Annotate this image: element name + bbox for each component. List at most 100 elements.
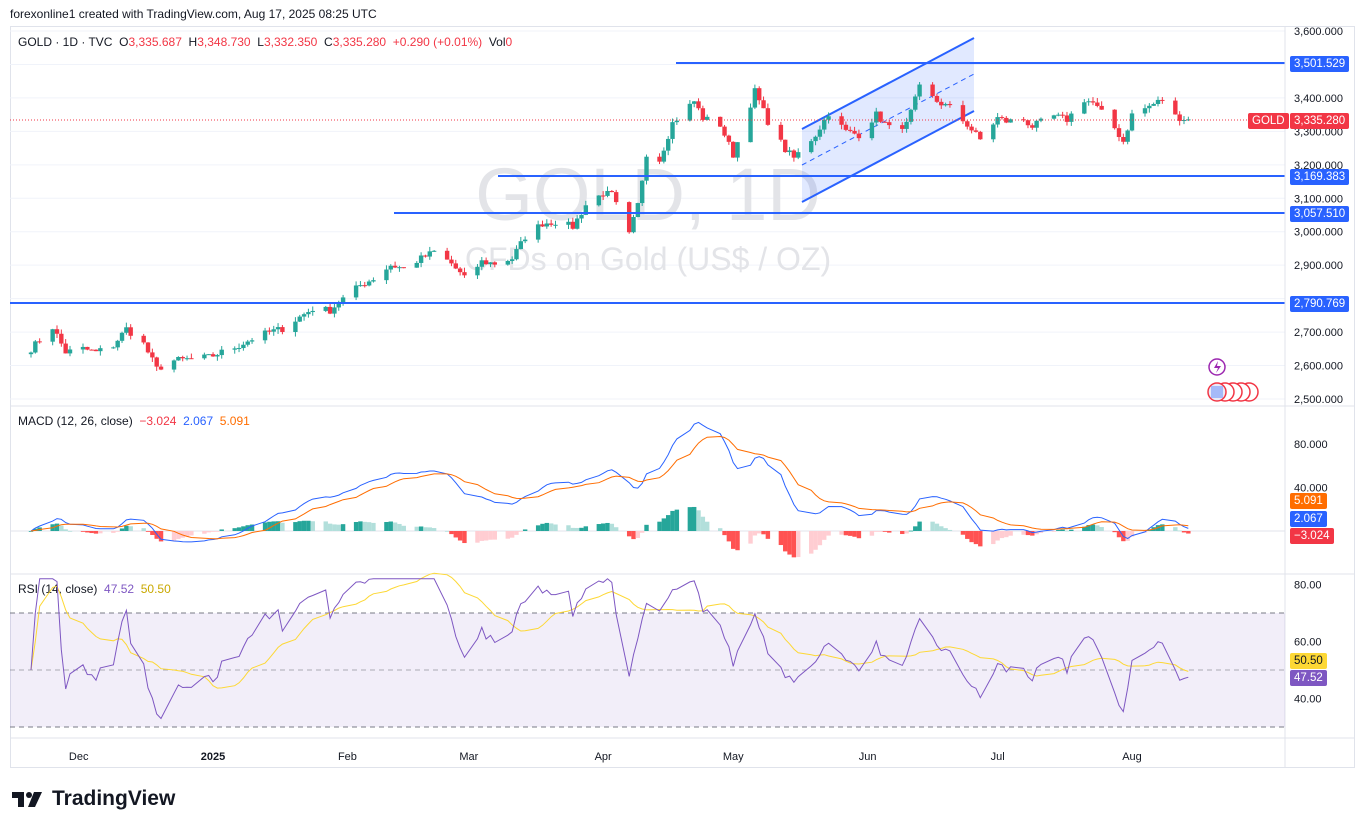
tradingview-logo[interactable]: TradingView (12, 787, 175, 811)
candle-body (1086, 101, 1091, 103)
candle-body (583, 205, 589, 215)
macd-hist-bar (579, 527, 584, 531)
macd-hist-bar (813, 531, 818, 550)
candle-body (453, 263, 458, 269)
macd-hist-bar (1034, 531, 1039, 535)
candle-body (115, 340, 120, 348)
time-tick-label: Feb (338, 751, 357, 763)
event-icons[interactable] (1207, 358, 1259, 402)
ascending-channel[interactable] (801, 37, 975, 203)
candle-body (1051, 115, 1057, 119)
macd-hist-bar (236, 527, 242, 531)
channel-fill (802, 38, 974, 202)
channel-upper-line (801, 37, 975, 130)
macd-hist-bar (293, 522, 298, 531)
candle-body (635, 203, 641, 218)
macd-hist-bar (822, 531, 827, 540)
candle-body (535, 224, 541, 240)
macd-hist-bar (332, 524, 337, 531)
candle-body (301, 314, 307, 317)
candle-body (1034, 120, 1039, 128)
candle-body (184, 358, 190, 360)
candle-body (1069, 113, 1074, 122)
candle-body (913, 96, 918, 110)
macd-hist-bar (241, 526, 246, 531)
macd-hist-bar (943, 528, 948, 531)
chart-frame (10, 26, 1355, 768)
price-tick-label: 2,700.000 (1294, 327, 1343, 339)
candle-body (596, 195, 602, 206)
macd-hist-bar (150, 531, 155, 535)
candle-body (93, 349, 99, 352)
candle-body (691, 101, 697, 104)
macd-hist-bar (548, 523, 554, 531)
macd-hist-bar (518, 531, 524, 532)
level-tag-3501[interactable]: 3,501.529 (1290, 56, 1350, 72)
candle-body (574, 218, 580, 229)
level-tag-3169[interactable]: 3,169.383 (1290, 169, 1350, 185)
macd-hist-bar (566, 525, 571, 531)
symbol-label[interactable]: GOLD · 1D · TVC (18, 35, 113, 49)
price-tick-label: 2,900.000 (1294, 260, 1343, 272)
level-tag-2790[interactable]: 2,790.769 (1290, 296, 1350, 312)
macd-hist-bar (657, 521, 662, 531)
candlestick-series (28, 82, 1191, 373)
macd-hist-bar (483, 531, 489, 541)
macd-hist-bar (397, 523, 402, 531)
macd-legend[interactable]: MACD (12, 26, close) −3.024 2.067 5.091 (18, 414, 250, 428)
candle-body (765, 108, 771, 125)
macd-hist-bar (839, 531, 844, 535)
macd-legend-title: MACD (12, 26, close) (18, 414, 133, 428)
candle-body (488, 262, 493, 265)
macd-hist-bar (1004, 531, 1009, 538)
macd-hist-bar (934, 523, 940, 531)
candle-body (509, 259, 515, 261)
macd-hist-bar (505, 531, 511, 539)
candle-body (544, 223, 550, 227)
macd-hist-bar (362, 521, 367, 531)
candle-body (826, 116, 831, 120)
macd-hist-bar (1173, 527, 1178, 531)
macd-hist-bar (392, 522, 398, 531)
macd-hist-bar (85, 531, 90, 533)
macd-hist-bar (735, 531, 740, 551)
level-tag-3057[interactable]: 3,057.510 (1290, 206, 1350, 222)
candle-body (1142, 108, 1148, 114)
macd-hist-bar (358, 521, 363, 531)
candle-body (215, 355, 220, 357)
macd-panel (10, 421, 1285, 558)
macd-hist-bar (509, 531, 515, 538)
candle-body (449, 259, 454, 264)
candle-body (1181, 120, 1187, 122)
macd-hist-bar (63, 529, 68, 531)
macd-hist-bar (384, 521, 389, 531)
candle-body (817, 129, 823, 137)
candle-body (219, 349, 224, 356)
macd-hist-bar (479, 531, 484, 541)
macd-hist-bar (947, 529, 953, 531)
macd-hist-bar (80, 531, 86, 532)
macd-hist-bar (917, 521, 922, 531)
time-tick-label: Apr (595, 751, 612, 763)
macd-hist-bar (665, 515, 671, 531)
time-tick-label: 2025 (201, 751, 225, 763)
macd-hist-bar (856, 531, 862, 539)
candle-body (1060, 114, 1065, 116)
rsi-ma-value: 50.50 (140, 582, 171, 596)
macd-hist-bar (757, 531, 762, 534)
candle-body (908, 109, 914, 122)
macd-hist-bar (978, 531, 983, 547)
macd-hist-bar (787, 531, 792, 555)
macd-hist-bar (765, 531, 771, 539)
tradingview-logo-icon (12, 792, 42, 807)
rsi-value-tag: 47.52 (1290, 670, 1327, 686)
macd-hist-bar (848, 531, 853, 536)
candle-body (1082, 102, 1087, 114)
macd-hist-bar (453, 531, 458, 538)
macd-line (30, 421, 1189, 543)
macd-hist-bar (1008, 531, 1013, 536)
volume-value: 0 (505, 35, 513, 49)
macd-signal-value: 5.091 (219, 414, 250, 428)
macd-hist-bar (1160, 524, 1165, 531)
